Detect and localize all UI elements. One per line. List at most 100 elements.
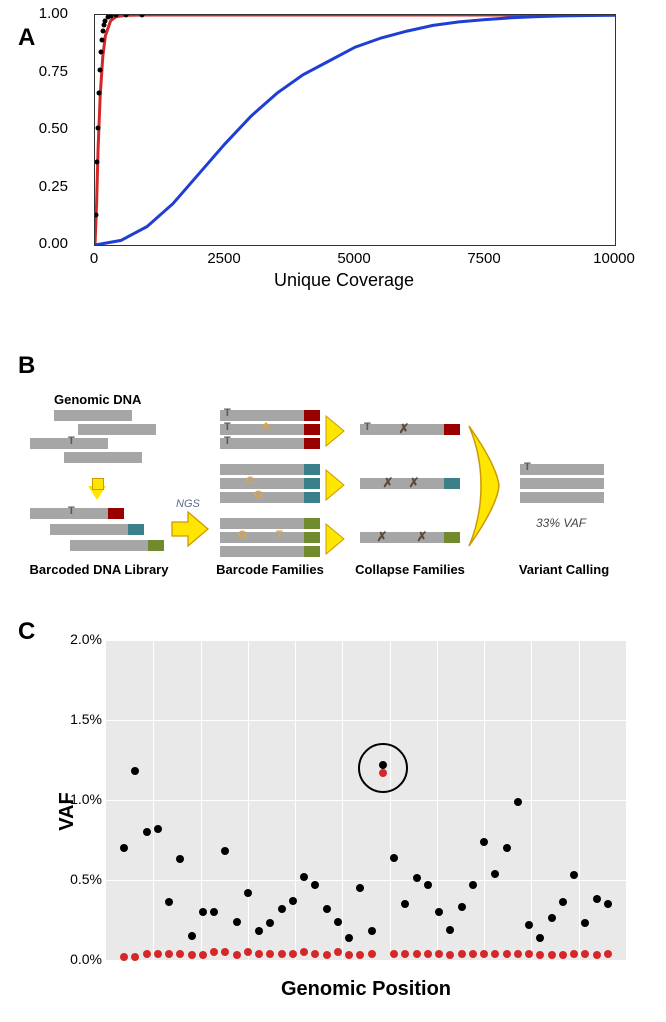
vaf-point-raw	[480, 838, 488, 846]
vaf-point-raw	[143, 828, 151, 836]
vaf-point-corrected	[570, 950, 578, 958]
vaf-point-raw	[536, 934, 544, 942]
vaf-point-raw	[593, 895, 601, 903]
vaf-point-corrected	[154, 950, 162, 958]
vaf-point-raw	[131, 767, 139, 775]
vaf-point-raw	[345, 934, 353, 942]
caption-barcoded-library: Barcoded DNA Library	[24, 562, 174, 577]
vaf-point-corrected	[233, 951, 241, 959]
vaf-point-corrected	[334, 948, 342, 956]
caption-ngs: NGS	[176, 498, 200, 510]
vaf-point-corrected	[345, 951, 353, 959]
vaf-point-corrected	[491, 950, 499, 958]
vaf-point-raw	[199, 908, 207, 916]
vaf-point-corrected	[255, 950, 263, 958]
vaf-point-corrected	[559, 951, 567, 959]
vaf-point-corrected	[581, 950, 589, 958]
vaf-point-raw	[424, 881, 432, 889]
scatter-point	[100, 29, 105, 34]
chart-line	[95, 15, 615, 245]
vaf-point-corrected	[480, 950, 488, 958]
vaf-point-raw	[446, 926, 454, 934]
vaf-point-raw	[154, 825, 162, 833]
vaf-point-raw	[525, 921, 533, 929]
x-tick-label: 0	[69, 250, 119, 267]
vaf-point-raw	[188, 932, 196, 940]
scatter-point	[95, 125, 100, 130]
vaf-point-corrected	[435, 950, 443, 958]
vaf-point-corrected	[199, 951, 207, 959]
vaf-point-raw	[289, 897, 297, 905]
vaf-point-raw	[581, 919, 589, 927]
vaf-point-raw	[413, 874, 421, 882]
vaf-point-raw	[266, 919, 274, 927]
vaf-point-raw	[255, 927, 263, 935]
panel-c-xlabel: Genomic Position	[106, 978, 626, 1001]
vaf-point-corrected	[244, 948, 252, 956]
scatter-point	[94, 160, 99, 165]
vaf-point-raw	[334, 918, 342, 926]
scatter-point	[96, 91, 101, 96]
vaf-point-corrected	[221, 948, 229, 956]
vaf-point-raw	[458, 903, 466, 911]
panel-a: Probability of Detection 0.000.250.500.7…	[74, 14, 614, 284]
vaf-point-corrected	[413, 950, 421, 958]
arrow-large-right-icon	[466, 422, 504, 550]
vaf-point-corrected	[356, 951, 364, 959]
vaf-point-corrected	[300, 948, 308, 956]
vaf-point-raw	[311, 881, 319, 889]
panel-a-xlabel: Unique Coverage	[74, 270, 614, 291]
vaf-point-corrected	[458, 950, 466, 958]
vaf-point-raw	[244, 889, 252, 897]
vaf-point-corrected	[165, 950, 173, 958]
y-tick-label: 1.00	[24, 6, 68, 21]
vaf-point-raw	[570, 871, 578, 879]
vaf-point-corrected	[188, 951, 196, 959]
y-tick-label: 2.0%	[46, 632, 102, 646]
x-tick-label: 2500	[199, 250, 249, 267]
vaf-point-raw	[514, 798, 522, 806]
vaf-point-raw	[278, 905, 286, 913]
y-tick-label: 0.50	[24, 121, 68, 136]
vaf-point-corrected	[525, 950, 533, 958]
vaf-point-corrected	[424, 950, 432, 958]
vaf-point-corrected	[143, 950, 151, 958]
vaf-point-raw	[401, 900, 409, 908]
vaf-point-raw	[435, 908, 443, 916]
vaf-point-raw	[503, 844, 511, 852]
caption-variant-calling: Variant Calling	[512, 562, 616, 577]
vaf-point-raw	[390, 854, 398, 862]
caption-genomic-dna: Genomic DNA	[54, 392, 141, 407]
y-tick-label: 0.75	[24, 64, 68, 79]
panel-a-label: A	[18, 24, 35, 52]
panel-c: VAF 0.0%0.5%1.0%1.5%2.0% Genomic Positio…	[54, 640, 626, 1010]
vaf-point-corrected	[401, 950, 409, 958]
vaf-point-corrected	[368, 950, 376, 958]
vaf-point-corrected	[604, 950, 612, 958]
highlight-circle	[358, 743, 408, 793]
vaf-point-raw	[559, 898, 567, 906]
y-tick-label: 0.0%	[46, 952, 102, 966]
scatter-point	[98, 49, 103, 54]
vaf-point-raw	[356, 884, 364, 892]
y-tick-label: 1.5%	[46, 712, 102, 726]
caption-vaf-pct: 33% VAF	[536, 516, 586, 530]
vaf-point-corrected	[390, 950, 398, 958]
x-tick-label: 10000	[589, 250, 639, 267]
vaf-point-raw	[176, 855, 184, 863]
vaf-point-raw	[210, 908, 218, 916]
vaf-point-corrected	[514, 950, 522, 958]
panel-a-plot	[94, 14, 616, 246]
caption-collapse-families: Collapse Families	[350, 562, 470, 577]
vaf-point-corrected	[311, 950, 319, 958]
arrow-right-icon	[170, 510, 210, 548]
arrow-down-icon	[88, 486, 106, 500]
vaf-point-raw	[233, 918, 241, 926]
vaf-point-corrected	[446, 951, 454, 959]
vaf-point-raw	[548, 914, 556, 922]
vaf-point-raw	[165, 898, 173, 906]
vaf-point-corrected	[323, 951, 331, 959]
vaf-point-raw	[300, 873, 308, 881]
x-tick-label: 7500	[459, 250, 509, 267]
vaf-point-raw	[368, 927, 376, 935]
